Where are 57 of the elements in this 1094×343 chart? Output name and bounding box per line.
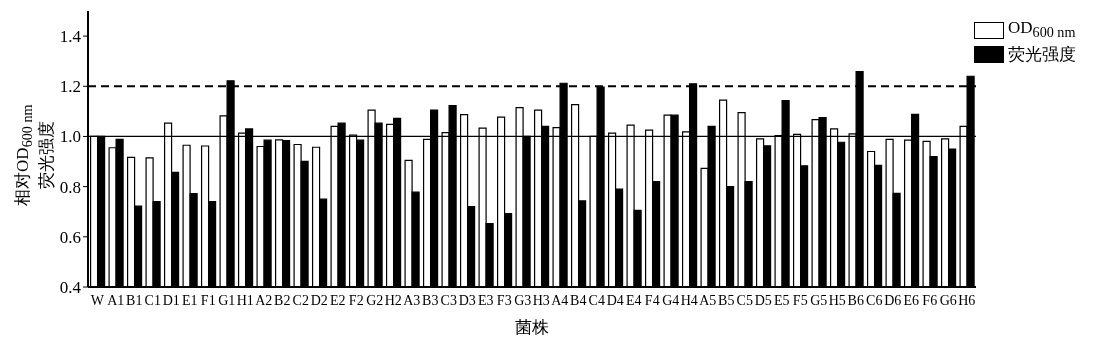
x-tick-label: C2 bbox=[292, 292, 309, 308]
x-tick-label: H5 bbox=[828, 292, 846, 308]
x-tick-label: F6 bbox=[922, 292, 938, 308]
x-tick-label: D1 bbox=[162, 292, 180, 308]
x-tick-label: D5 bbox=[754, 292, 772, 308]
x-tick-label: B4 bbox=[570, 292, 587, 308]
x-tick-label: E1 bbox=[181, 292, 198, 308]
x-tick-label: A2 bbox=[255, 292, 273, 308]
x-tick-label: D2 bbox=[310, 292, 328, 308]
x-tick-label: F2 bbox=[348, 292, 364, 308]
x-tick-label: A3 bbox=[403, 292, 421, 308]
x-tick-label: B2 bbox=[274, 292, 291, 308]
x-tick-label: B6 bbox=[847, 292, 864, 308]
x-tick-label: B5 bbox=[718, 292, 735, 308]
x-tick-label: A4 bbox=[551, 292, 569, 308]
x-tick-label: G4 bbox=[662, 292, 680, 308]
x-tick-label: C3 bbox=[440, 292, 457, 308]
x-axis-title: 菌株 bbox=[515, 318, 549, 337]
x-tick-label: G2 bbox=[366, 292, 384, 308]
x-tick-label: C4 bbox=[588, 292, 605, 308]
x-tick-label: C6 bbox=[866, 292, 883, 308]
y-tick-label: 1.0 bbox=[59, 127, 81, 147]
x-tick-label: F1 bbox=[200, 292, 216, 308]
x-tick-label: B3 bbox=[422, 292, 439, 308]
y-tick-label: 0.4 bbox=[59, 278, 82, 298]
x-tick-label: E3 bbox=[477, 292, 494, 308]
x-tick-label: D6 bbox=[884, 292, 902, 308]
x-tick-label: F5 bbox=[792, 292, 808, 308]
y-tick-label: 1.4 bbox=[59, 27, 82, 47]
x-tick-label: H1 bbox=[236, 292, 254, 308]
x-tick-label: G3 bbox=[514, 292, 532, 308]
x-tick-label: D4 bbox=[606, 292, 624, 308]
x-tick-label: H2 bbox=[384, 292, 402, 308]
x-tick-label: A5 bbox=[699, 292, 717, 308]
y-tick-label: 0.8 bbox=[59, 177, 81, 197]
x-tick-label: E6 bbox=[903, 292, 920, 308]
x-tick-label: D3 bbox=[458, 292, 476, 308]
x-tick-label: W bbox=[90, 292, 105, 308]
x-tick-label: A1 bbox=[107, 292, 125, 308]
y-tick-label: 1.2 bbox=[59, 77, 81, 97]
legend-label: 荧光强度 bbox=[1008, 43, 1076, 66]
x-tick-label: E5 bbox=[773, 292, 790, 308]
x-tick-label: H6 bbox=[958, 292, 976, 308]
x-tick-label: B1 bbox=[126, 292, 143, 308]
legend-label: OD$_{600 nm}$ bbox=[1008, 18, 1076, 42]
x-tick-label: E4 bbox=[625, 292, 642, 308]
x-tick-label: F4 bbox=[644, 292, 660, 308]
y-tick-label: 0.6 bbox=[59, 227, 81, 247]
x-tick-label: G6 bbox=[939, 292, 957, 308]
x-tick-label: H4 bbox=[680, 292, 698, 308]
x-tick-label: G1 bbox=[218, 292, 236, 308]
x-tick-label: G5 bbox=[810, 292, 828, 308]
x-tick-label: C1 bbox=[144, 292, 161, 308]
x-tick-label: F3 bbox=[496, 292, 512, 308]
x-tick-label: H3 bbox=[532, 292, 550, 308]
x-tick-label: C5 bbox=[736, 292, 753, 308]
x-tick-label: E2 bbox=[329, 292, 346, 308]
